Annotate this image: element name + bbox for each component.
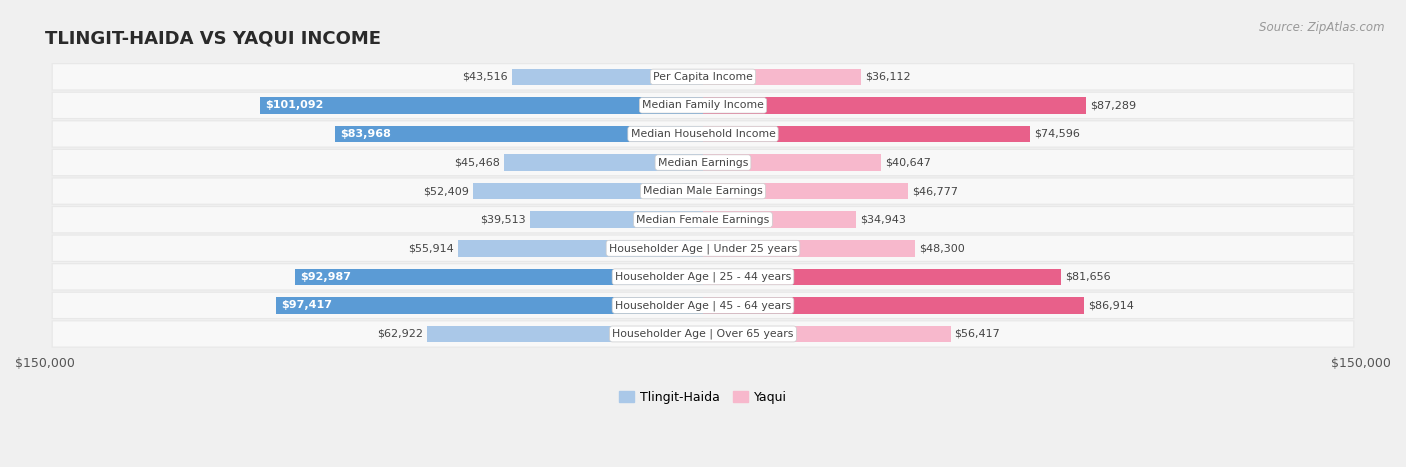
Bar (503, 154, 703, 171)
Text: $74,596: $74,596 (1035, 129, 1080, 139)
Text: $36,112: $36,112 (865, 72, 911, 82)
Bar (703, 297, 1084, 314)
Text: $45,468: $45,468 (454, 157, 499, 168)
FancyBboxPatch shape (53, 293, 1353, 318)
Bar (260, 97, 703, 113)
Text: TLINGIT-HAIDA VS YAQUI INCOME: TLINGIT-HAIDA VS YAQUI INCOME (45, 29, 381, 47)
Text: $92,987: $92,987 (301, 272, 352, 282)
FancyBboxPatch shape (53, 178, 1353, 204)
Legend: Tlingit-Haida, Yaqui: Tlingit-Haida, Yaqui (614, 386, 792, 409)
Text: $83,968: $83,968 (340, 129, 391, 139)
Bar (512, 69, 703, 85)
Text: Householder Age | 45 - 64 years: Householder Age | 45 - 64 years (614, 300, 792, 311)
FancyBboxPatch shape (52, 120, 1354, 148)
Text: Median Male Earnings: Median Male Earnings (643, 186, 763, 196)
Bar (335, 126, 703, 142)
FancyBboxPatch shape (53, 321, 1353, 347)
FancyBboxPatch shape (53, 121, 1353, 147)
FancyBboxPatch shape (52, 292, 1354, 319)
Text: Householder Age | Under 25 years: Householder Age | Under 25 years (609, 243, 797, 254)
Text: Source: ZipAtlas.com: Source: ZipAtlas.com (1260, 21, 1385, 34)
Text: $101,092: $101,092 (264, 100, 323, 110)
Text: Householder Age | 25 - 44 years: Householder Age | 25 - 44 years (614, 272, 792, 282)
Text: Householder Age | Over 65 years: Householder Age | Over 65 years (612, 329, 794, 339)
Bar (703, 97, 1085, 113)
Text: Median Earnings: Median Earnings (658, 157, 748, 168)
FancyBboxPatch shape (52, 206, 1354, 234)
Bar (703, 212, 856, 228)
Bar (703, 240, 915, 256)
FancyBboxPatch shape (53, 64, 1353, 89)
FancyBboxPatch shape (52, 320, 1354, 348)
FancyBboxPatch shape (52, 63, 1354, 91)
FancyBboxPatch shape (52, 234, 1354, 262)
Bar (276, 297, 703, 314)
Text: $81,656: $81,656 (1066, 272, 1111, 282)
Bar (703, 325, 950, 342)
Text: Median Household Income: Median Household Income (630, 129, 776, 139)
FancyBboxPatch shape (52, 177, 1354, 205)
Text: $87,289: $87,289 (1090, 100, 1136, 110)
FancyBboxPatch shape (52, 149, 1354, 176)
FancyBboxPatch shape (52, 263, 1354, 290)
Bar (703, 69, 862, 85)
Bar (703, 269, 1062, 285)
Text: $43,516: $43,516 (463, 72, 508, 82)
Text: $46,777: $46,777 (912, 186, 957, 196)
Text: $55,914: $55,914 (408, 243, 454, 253)
Bar (703, 154, 882, 171)
Bar (295, 269, 703, 285)
Text: $86,914: $86,914 (1088, 300, 1135, 311)
FancyBboxPatch shape (53, 150, 1353, 175)
FancyBboxPatch shape (53, 207, 1353, 232)
Text: $97,417: $97,417 (281, 300, 332, 311)
FancyBboxPatch shape (53, 236, 1353, 261)
Bar (703, 126, 1031, 142)
Text: $39,513: $39,513 (479, 215, 526, 225)
Text: $40,647: $40,647 (886, 157, 931, 168)
Text: $34,943: $34,943 (860, 215, 905, 225)
Bar (703, 183, 908, 199)
Text: Median Female Earnings: Median Female Earnings (637, 215, 769, 225)
Text: Median Family Income: Median Family Income (643, 100, 763, 110)
Bar (472, 183, 703, 199)
Bar (530, 212, 703, 228)
Bar (458, 240, 703, 256)
FancyBboxPatch shape (53, 93, 1353, 118)
Text: $52,409: $52,409 (423, 186, 470, 196)
Bar (427, 325, 703, 342)
Text: $48,300: $48,300 (920, 243, 965, 253)
FancyBboxPatch shape (53, 264, 1353, 290)
Text: Per Capita Income: Per Capita Income (652, 72, 754, 82)
FancyBboxPatch shape (52, 92, 1354, 119)
Text: $56,417: $56,417 (955, 329, 1000, 339)
Text: $62,922: $62,922 (377, 329, 423, 339)
